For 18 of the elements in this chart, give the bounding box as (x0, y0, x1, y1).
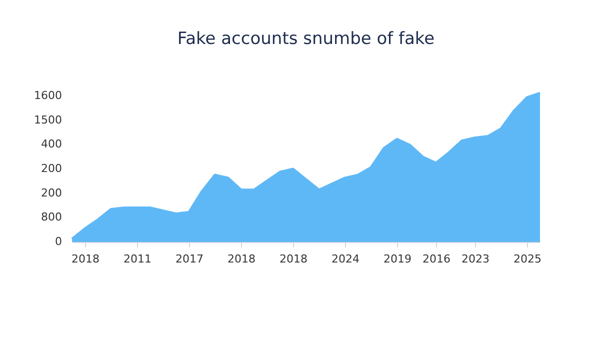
x-tick-label: 2025 (514, 252, 542, 266)
text: 200 (41, 162, 62, 175)
x-tick-label: 2024 (332, 252, 360, 266)
text: 200 (41, 186, 62, 200)
x-tick-label: 2019 (384, 252, 412, 266)
x-tick-label: 2023 (462, 252, 490, 266)
text: 400 (41, 138, 62, 151)
text: 1600 (34, 89, 62, 102)
x-tick-label: 2016 (422, 252, 450, 266)
x-tick-label: 2017 (176, 252, 204, 266)
text: 800 (41, 210, 62, 224)
x-tick-label: 2018 (72, 252, 100, 266)
x-tick-label: 2018 (228, 252, 256, 266)
text: 1500 (34, 113, 62, 126)
x-tick-label: 2011 (124, 252, 152, 266)
text: 0 (55, 235, 62, 248)
x-tick-label: 2018 (280, 252, 308, 266)
chart-title: Fake accounts snumbe of fake (177, 29, 435, 49)
